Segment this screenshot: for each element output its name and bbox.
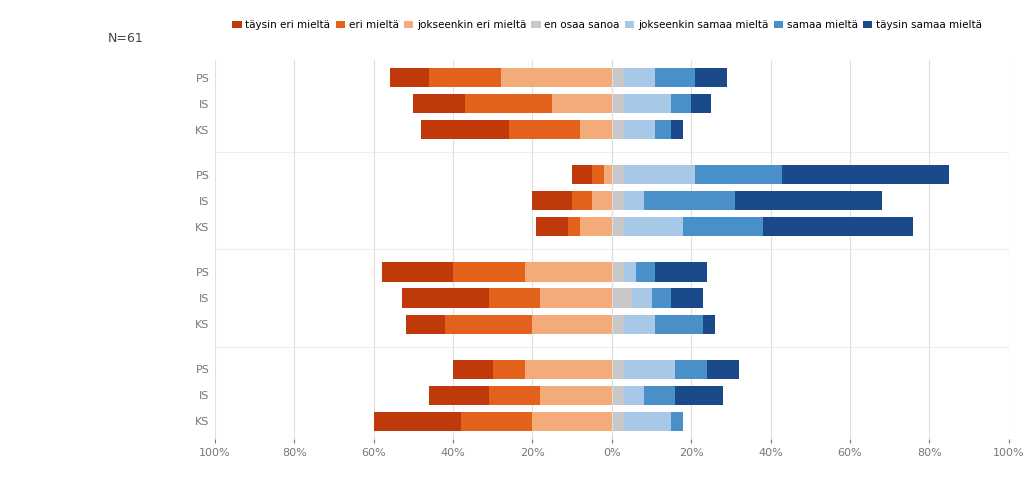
Bar — [683, 217, 763, 236]
Bar — [572, 165, 592, 184]
Bar — [691, 94, 711, 113]
Bar — [612, 412, 624, 431]
Bar — [488, 386, 541, 405]
Bar — [552, 94, 612, 113]
Bar — [612, 386, 624, 405]
Bar — [624, 315, 655, 334]
Bar — [612, 217, 624, 236]
Bar — [672, 289, 703, 308]
Bar — [624, 191, 644, 210]
Bar — [636, 263, 655, 281]
Bar — [695, 68, 727, 87]
Bar — [509, 120, 580, 139]
Bar — [644, 191, 735, 210]
Bar — [592, 191, 612, 210]
Bar — [624, 263, 636, 281]
Bar — [445, 315, 532, 334]
Bar — [612, 289, 632, 308]
Bar — [572, 191, 592, 210]
Bar — [676, 360, 708, 379]
Bar — [612, 94, 624, 113]
Bar — [763, 217, 913, 236]
Bar — [604, 165, 612, 184]
Bar — [537, 217, 568, 236]
Bar — [655, 263, 708, 281]
Bar — [735, 191, 882, 210]
Bar — [612, 360, 624, 379]
Bar — [672, 94, 691, 113]
Bar — [541, 289, 612, 308]
Bar — [624, 94, 672, 113]
Bar — [672, 412, 683, 431]
Bar — [374, 412, 461, 431]
Bar — [612, 165, 624, 184]
Bar — [568, 217, 580, 236]
Bar — [624, 165, 695, 184]
Bar — [493, 360, 524, 379]
Bar — [612, 68, 624, 87]
Bar — [782, 165, 949, 184]
Bar — [612, 315, 624, 334]
Text: N=61: N=61 — [108, 32, 143, 45]
Bar — [612, 191, 624, 210]
Bar — [422, 120, 509, 139]
Bar — [541, 386, 612, 405]
Bar — [580, 217, 612, 236]
Bar — [389, 68, 429, 87]
Bar — [624, 120, 655, 139]
Bar — [382, 263, 453, 281]
Bar — [624, 386, 644, 405]
Bar — [703, 315, 715, 334]
Bar — [624, 68, 655, 87]
Bar — [644, 386, 676, 405]
Bar — [672, 120, 683, 139]
Bar — [695, 165, 782, 184]
Bar — [429, 386, 488, 405]
Bar — [524, 360, 612, 379]
Bar — [401, 289, 488, 308]
Bar — [501, 68, 612, 87]
Bar — [624, 217, 683, 236]
Bar — [707, 360, 739, 379]
Bar — [453, 360, 493, 379]
Legend: täysin eri mieltä, eri mieltä, jokseenkin eri mieltä, en osaa sanoa, jokseenkin : täysin eri mieltä, eri mieltä, jokseenki… — [228, 16, 986, 35]
Bar — [453, 263, 524, 281]
Bar — [624, 360, 676, 379]
Bar — [632, 289, 651, 308]
Bar — [592, 165, 604, 184]
Bar — [651, 289, 672, 308]
Bar — [532, 315, 612, 334]
Bar — [580, 120, 612, 139]
Bar — [655, 68, 695, 87]
Bar — [532, 412, 612, 431]
Bar — [429, 68, 501, 87]
Bar — [612, 263, 624, 281]
Bar — [676, 386, 723, 405]
Bar — [612, 120, 624, 139]
Bar — [461, 412, 532, 431]
Bar — [414, 94, 465, 113]
Bar — [488, 289, 541, 308]
Bar — [406, 315, 445, 334]
Bar — [532, 191, 572, 210]
Bar — [465, 94, 552, 113]
Bar — [624, 412, 672, 431]
Bar — [655, 315, 703, 334]
Bar — [524, 263, 612, 281]
Bar — [655, 120, 672, 139]
